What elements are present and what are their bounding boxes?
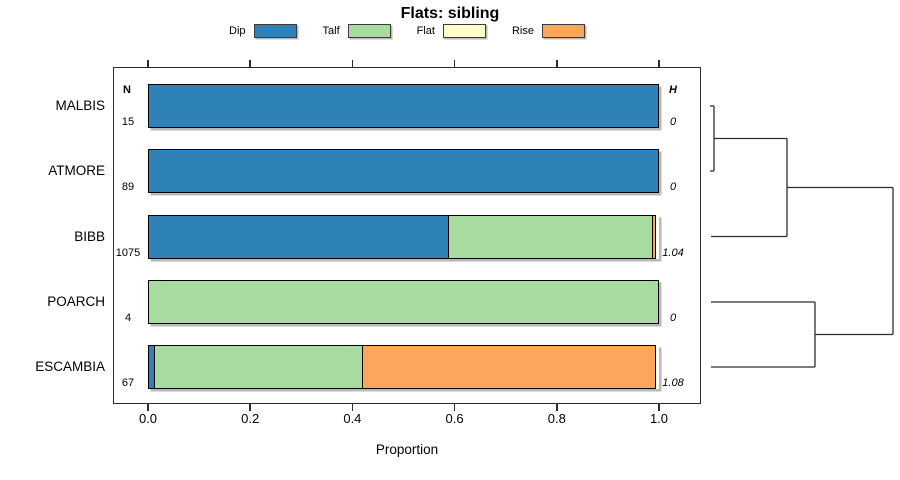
x-tick-top bbox=[658, 60, 660, 67]
legend-label: Rise bbox=[511, 25, 534, 37]
n-value: 4 bbox=[124, 312, 132, 324]
legend-item-talf: Talf bbox=[323, 24, 391, 38]
h-value: 0 bbox=[669, 181, 677, 193]
n-value: 1075 bbox=[115, 246, 141, 259]
x-tick-top bbox=[249, 60, 251, 67]
x-axis-title: Proportion bbox=[375, 442, 439, 457]
h-value: 1.08 bbox=[662, 377, 684, 389]
x-tick-label: 0.4 bbox=[343, 411, 362, 426]
bar-segment-dip bbox=[148, 84, 659, 128]
bar-segment-dip bbox=[148, 149, 659, 193]
h-value: 0 bbox=[669, 116, 677, 128]
n-value: 89 bbox=[121, 181, 135, 193]
legend-label: Dip bbox=[229, 25, 246, 37]
x-tick-top bbox=[453, 60, 456, 67]
legend-label: Talf bbox=[322, 25, 340, 37]
bar-segment-rise bbox=[651, 214, 656, 259]
x-tick-bottom bbox=[351, 404, 354, 411]
bar-segment-rise bbox=[362, 345, 656, 389]
legend-swatch-rise bbox=[542, 24, 585, 38]
h-column-header: H bbox=[669, 84, 677, 96]
legend-item-flat: Flat bbox=[417, 24, 486, 38]
x-tick-bottom bbox=[556, 404, 558, 411]
bar-row-poarch bbox=[148, 280, 659, 324]
legend-label: Flat bbox=[416, 25, 435, 37]
category-label: MALBIS bbox=[55, 98, 105, 113]
x-tick-top bbox=[147, 60, 149, 67]
category-label: POARCH bbox=[47, 294, 105, 309]
x-tick-label: 0.0 bbox=[138, 411, 158, 426]
plot-box bbox=[113, 67, 701, 404]
bar-segment-talf bbox=[148, 280, 659, 324]
legend-item-dip: Dip bbox=[229, 24, 297, 38]
legend-swatch-dip bbox=[253, 24, 297, 38]
x-tick-bottom bbox=[147, 404, 149, 411]
legend-swatch-talf bbox=[347, 24, 391, 38]
h-value: 1.04 bbox=[662, 246, 684, 259]
bar-row-bibb bbox=[148, 214, 659, 259]
n-value: 15 bbox=[121, 116, 135, 128]
legend-item-rise: Rise bbox=[512, 24, 585, 38]
x-tick-label: 0.8 bbox=[547, 411, 566, 426]
x-tick-bottom bbox=[658, 404, 660, 411]
bar-segment-talf bbox=[154, 345, 364, 389]
x-tick-label: 0.2 bbox=[241, 411, 260, 426]
category-label: ATMORE bbox=[48, 163, 105, 178]
bar-segment-dip bbox=[148, 214, 450, 259]
n-value: 67 bbox=[121, 377, 135, 389]
chart-title: Flats: sibling bbox=[400, 5, 500, 22]
x-tick-label: 1.0 bbox=[649, 411, 669, 426]
bar-row-malbis bbox=[148, 84, 659, 128]
x-tick-bottom bbox=[249, 404, 251, 411]
x-tick-top bbox=[351, 60, 354, 67]
category-label: BIBB bbox=[74, 228, 105, 244]
x-tick-label: 0.6 bbox=[445, 411, 464, 426]
bar-row-atmore bbox=[148, 149, 659, 193]
h-value: 0 bbox=[669, 312, 677, 324]
x-tick-top bbox=[556, 60, 558, 67]
category-label: ESCAMBIA bbox=[35, 359, 105, 374]
bar-row-escambia bbox=[148, 345, 659, 389]
legend: Dip Talf Flat Rise bbox=[113, 24, 701, 38]
legend-swatch-flat bbox=[442, 24, 486, 38]
x-tick-bottom bbox=[453, 404, 456, 411]
bar-segment-talf bbox=[447, 214, 654, 259]
n-column-header: N bbox=[123, 84, 131, 96]
